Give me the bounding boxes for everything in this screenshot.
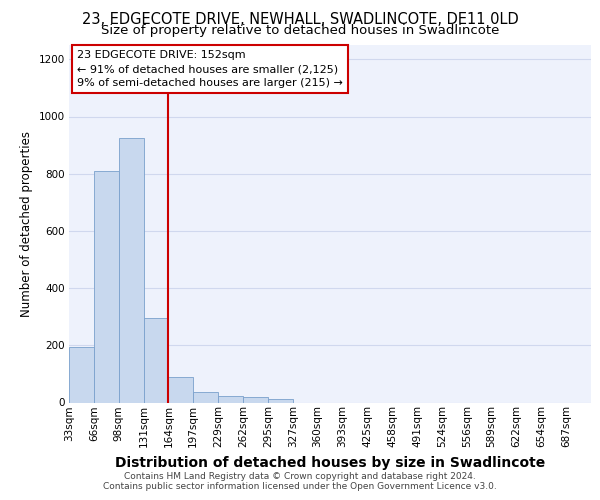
Bar <box>119 138 143 402</box>
Text: 23, EDGECOTE DRIVE, NEWHALL, SWADLINCOTE, DE11 0LD: 23, EDGECOTE DRIVE, NEWHALL, SWADLINCOTE… <box>82 12 518 28</box>
Bar <box>143 318 169 402</box>
Y-axis label: Number of detached properties: Number of detached properties <box>20 130 33 317</box>
Bar <box>193 392 218 402</box>
Bar <box>69 346 94 403</box>
Bar <box>243 398 268 402</box>
Bar <box>94 171 119 402</box>
Text: Size of property relative to detached houses in Swadlincote: Size of property relative to detached ho… <box>101 24 499 37</box>
Text: 23 EDGECOTE DRIVE: 152sqm
← 91% of detached houses are smaller (2,125)
9% of sem: 23 EDGECOTE DRIVE: 152sqm ← 91% of detac… <box>77 50 343 88</box>
X-axis label: Distribution of detached houses by size in Swadlincote: Distribution of detached houses by size … <box>115 456 545 469</box>
Bar <box>218 396 243 402</box>
Text: Contains HM Land Registry data © Crown copyright and database right 2024.: Contains HM Land Registry data © Crown c… <box>124 472 476 481</box>
Text: Contains public sector information licensed under the Open Government Licence v3: Contains public sector information licen… <box>103 482 497 491</box>
Bar <box>169 378 193 402</box>
Bar <box>268 399 293 402</box>
